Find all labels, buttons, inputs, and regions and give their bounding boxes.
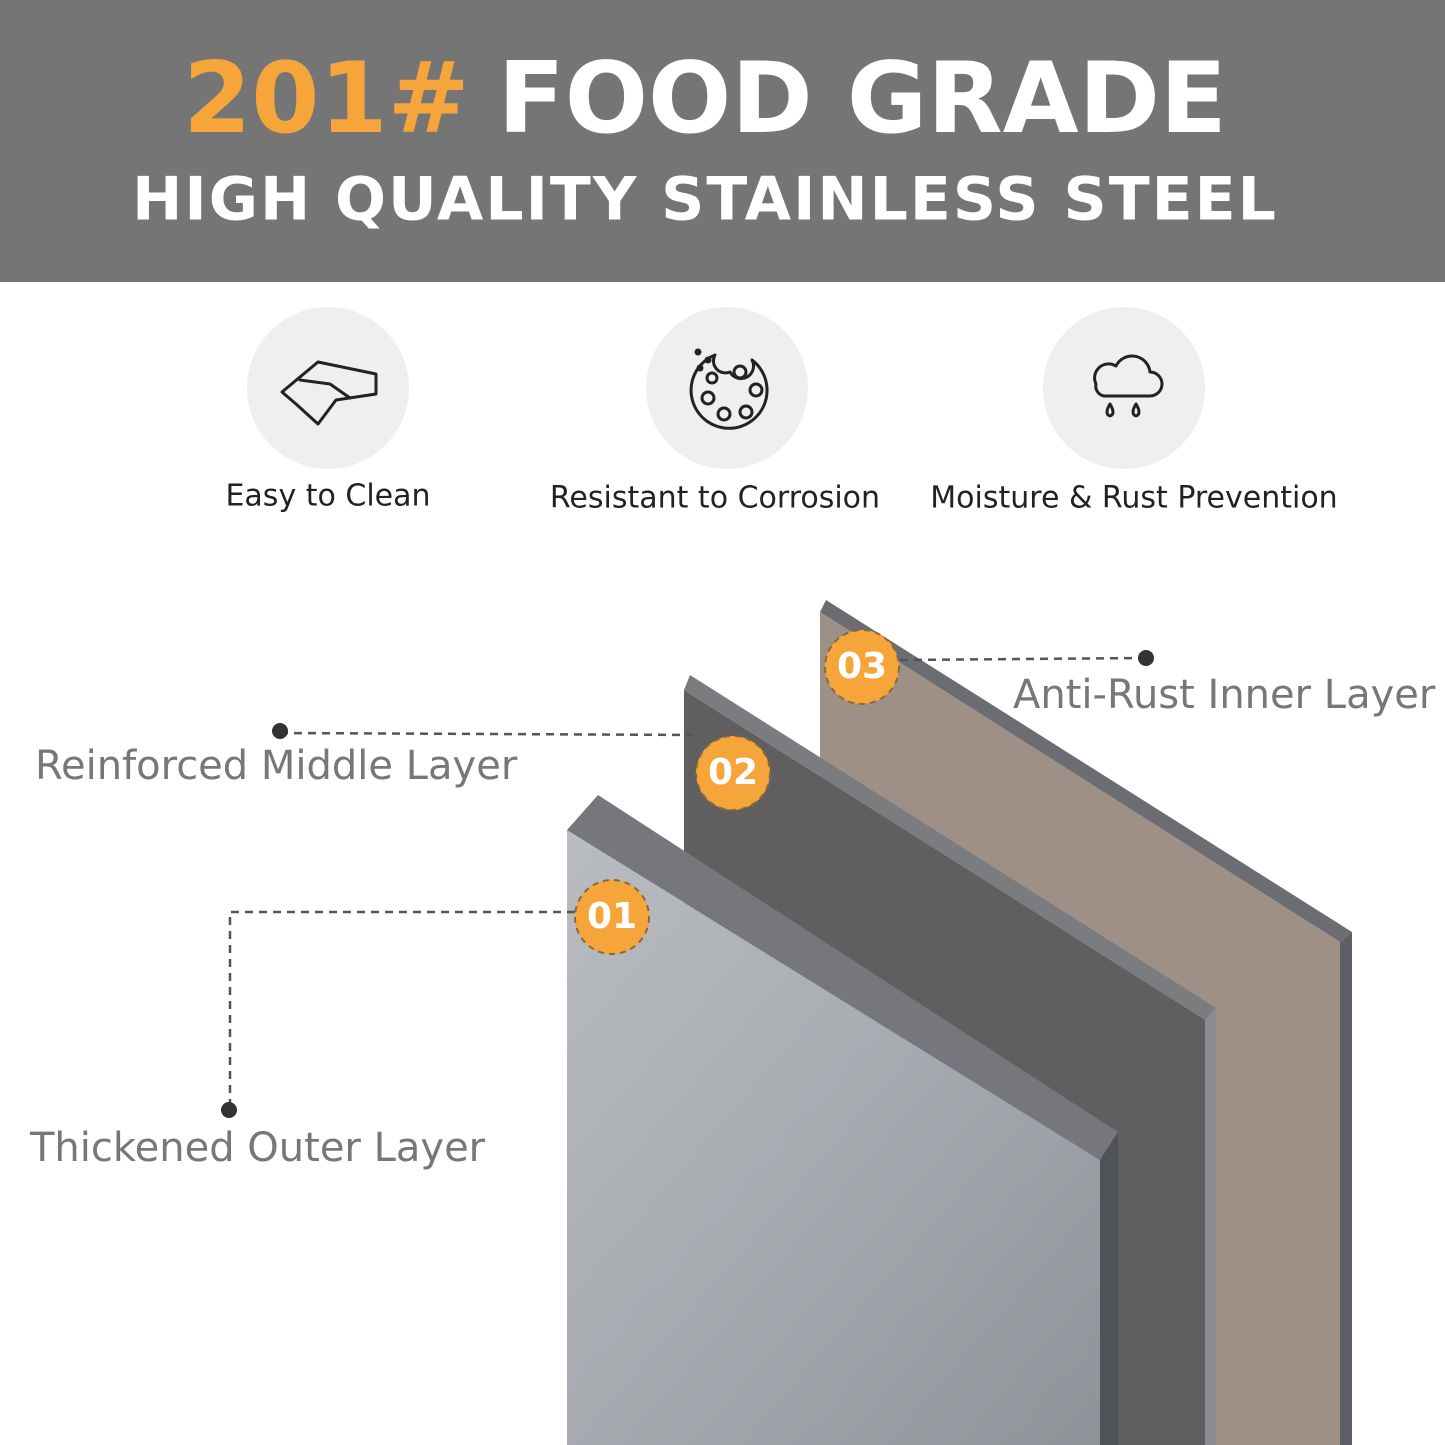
badge-number: 03 xyxy=(837,646,887,687)
highlight: 201# xyxy=(183,42,470,156)
layer-label: Thickened Outer Layer xyxy=(29,1125,486,1171)
leader-line xyxy=(279,731,701,737)
badge-number: 01 xyxy=(587,896,637,937)
layer-label: Reinforced Middle Layer xyxy=(35,743,518,789)
feature-label: Resistant to Corrosion xyxy=(550,481,880,516)
leader-dot xyxy=(272,723,288,739)
leader-dot xyxy=(221,1102,237,1118)
badge xyxy=(824,629,900,705)
leader-line xyxy=(899,656,1146,662)
badge xyxy=(695,735,771,811)
feature-label: Moisture & Rust Prevention xyxy=(930,481,1337,516)
badge-number: 02 xyxy=(708,752,758,793)
icon-bg xyxy=(1043,307,1205,469)
leader-line xyxy=(228,910,575,1108)
leader-dot xyxy=(1138,650,1154,666)
icon-bg xyxy=(247,307,409,469)
icon-bg xyxy=(646,307,808,469)
layer-label: Anti-Rust Inner Layer xyxy=(1013,672,1436,718)
subtitle: HIGH QUALITY STAINLESS STEEL xyxy=(132,165,1278,235)
moisture-icon xyxy=(1093,354,1164,418)
header-band xyxy=(0,0,1445,282)
header-title: 201# FOOD GRADE xyxy=(183,42,1227,156)
plate-outer xyxy=(567,795,1118,1445)
badge xyxy=(574,879,650,955)
title: FOOD GRADE xyxy=(498,42,1227,156)
feature-label: Easy to Clean xyxy=(225,479,430,514)
corrosion-icon xyxy=(689,348,769,430)
clean-icon xyxy=(280,360,378,426)
